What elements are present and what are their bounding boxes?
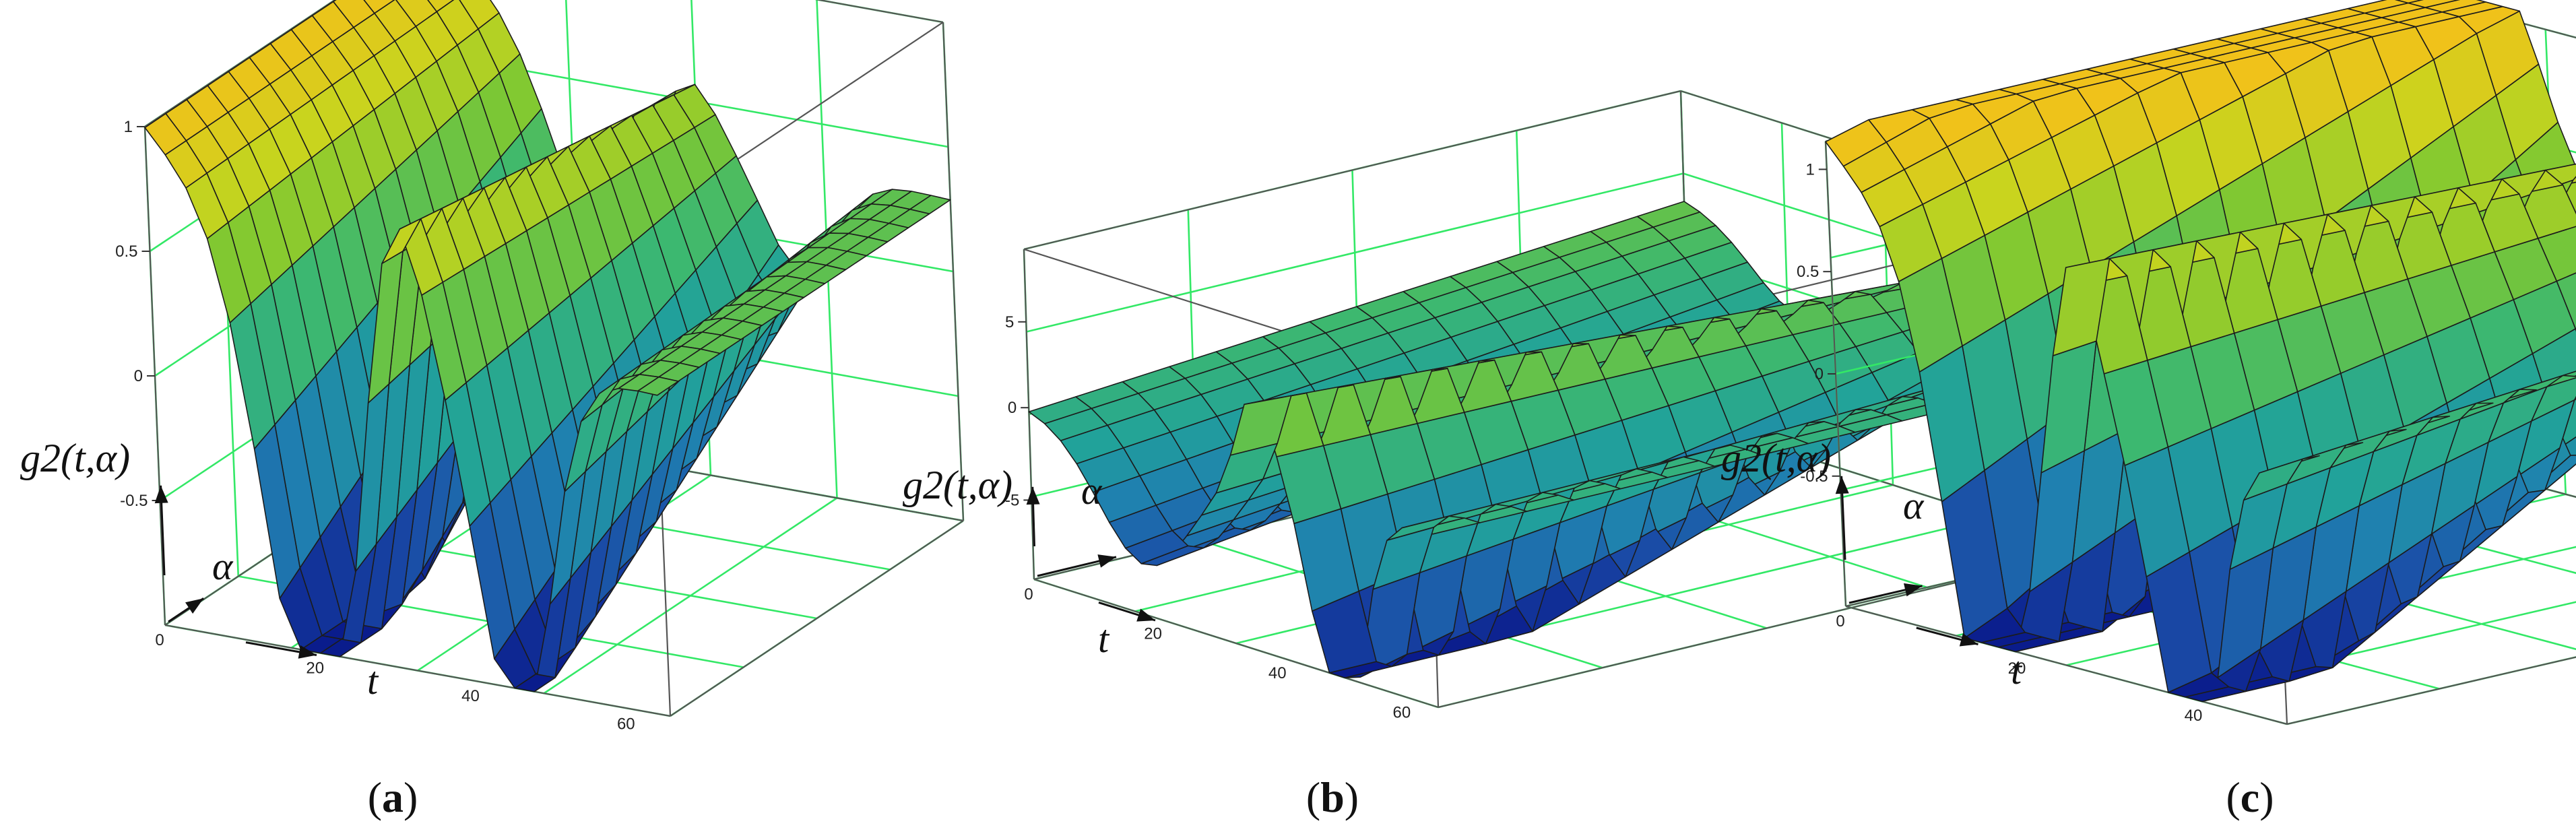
x-tick-label: 40 (461, 687, 480, 705)
alpha-axis-label: α (1081, 469, 1103, 513)
alpha-axis-arrow-head (1904, 583, 1923, 597)
panel-c-chart: 1 0.5 0 -0.5 0 20 40 g2(t,α) α t (1721, 0, 2576, 725)
t-axis-label: t (1098, 617, 1110, 661)
z-tick-label: 0 (1815, 365, 1824, 383)
z-tick-label: 0.5 (115, 243, 137, 261)
box-edge (1033, 578, 1439, 709)
z-tick-label: -0.5 (120, 492, 148, 510)
box-edge (942, 22, 965, 521)
surface-patch (144, 112, 187, 156)
z-tick-label: -0.5 (1800, 467, 1828, 486)
box-edge (1023, 249, 1035, 580)
x-tick-label: 60 (617, 715, 635, 734)
surface (144, 0, 951, 692)
x-tick-label: 40 (2185, 707, 2203, 725)
axis-arrows (154, 485, 317, 659)
surface-patch (1028, 396, 1092, 424)
alpha-axis-label: α (212, 544, 234, 588)
panel-c-label: (c) (2226, 773, 2274, 821)
t-axis-arrow-head (1136, 608, 1155, 622)
box-edge (1023, 90, 1681, 251)
box-edge (670, 520, 964, 717)
back-grid-line (814, 0, 944, 24)
panel-b-chart: 5 0 -5 0 20 40 60 g2(t,α) α t (903, 90, 2096, 721)
t-axis-label: t (367, 659, 379, 703)
alpha-axis-arrow-head (185, 598, 204, 614)
panel-a-chart: 1 0.5 0 -0.5 0 20 40 60 g2(t,α) α t (20, 0, 965, 734)
x-tick-label: 60 (1392, 703, 1411, 721)
box-edge (2286, 656, 2576, 725)
panel-b-label: (b) (1306, 773, 1359, 821)
z-tick-label: 0 (1008, 399, 1017, 417)
x-tick-label: 0 (1024, 585, 1033, 604)
x-tick-label: 0 (1836, 612, 1844, 631)
z-axis-label: g2(t,α) (1721, 436, 1831, 480)
x-tick-label: 20 (306, 659, 324, 678)
axis-arrows (1835, 476, 1978, 647)
x-tick-label: 40 (1268, 664, 1287, 682)
z-axis-arrow-head (154, 485, 168, 504)
alpha-axis-arrow-head (1097, 554, 1116, 568)
x-tick-label: 0 (155, 631, 164, 649)
z-tick-label: 0.5 (1797, 263, 1819, 281)
t-axis-arrow-head (1959, 633, 1978, 647)
box-edge (1845, 605, 2288, 725)
x-tick-label: 20 (1144, 624, 1162, 643)
floor-grid-line (543, 497, 838, 694)
z-tick-label: 1 (124, 118, 133, 136)
box-edge (815, 0, 944, 24)
surface (1825, 0, 2576, 703)
box-edge (144, 0, 336, 127)
side-grid-line (1026, 172, 1684, 333)
z-tick-label: -5 (1005, 491, 1019, 509)
surface-patch (1825, 119, 1887, 167)
box-edge (164, 624, 671, 717)
z-tick-label: 5 (1005, 313, 1014, 331)
alpha-axis-label: α (1903, 484, 1925, 527)
z-tick-label: 0 (134, 367, 143, 385)
t-axis-arrow-head (298, 645, 317, 659)
z-tick-label: 1 (1805, 160, 1814, 179)
z-axis-arrow-head (1835, 476, 1849, 494)
panel-a-label: (a) (368, 773, 418, 821)
x-tick-label: 20 (2008, 659, 2026, 678)
z-axis-label: g2(t,α) (20, 436, 130, 480)
z-axis-arrow-head (1026, 486, 1040, 505)
t-axis-label: t (2011, 649, 2023, 692)
surface (1028, 201, 2090, 679)
axis-arrows (1026, 486, 1156, 622)
z-axis-label: g2(t,α) (903, 463, 1012, 507)
